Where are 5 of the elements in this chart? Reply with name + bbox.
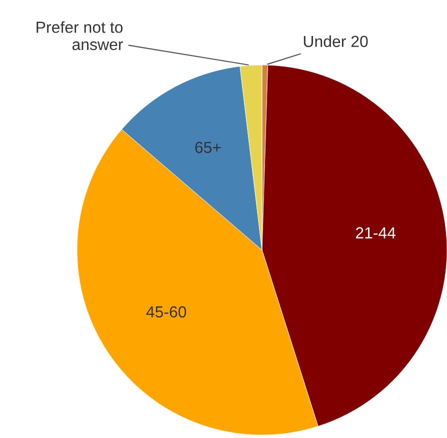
slice-label: 45-60: [146, 306, 186, 318]
slice-label: 21-44: [356, 227, 396, 238]
slice-label: Prefer not to answer: [36, 21, 123, 50]
slice-label: 65+: [195, 142, 221, 154]
slice-label: Under 20: [304, 35, 368, 48]
